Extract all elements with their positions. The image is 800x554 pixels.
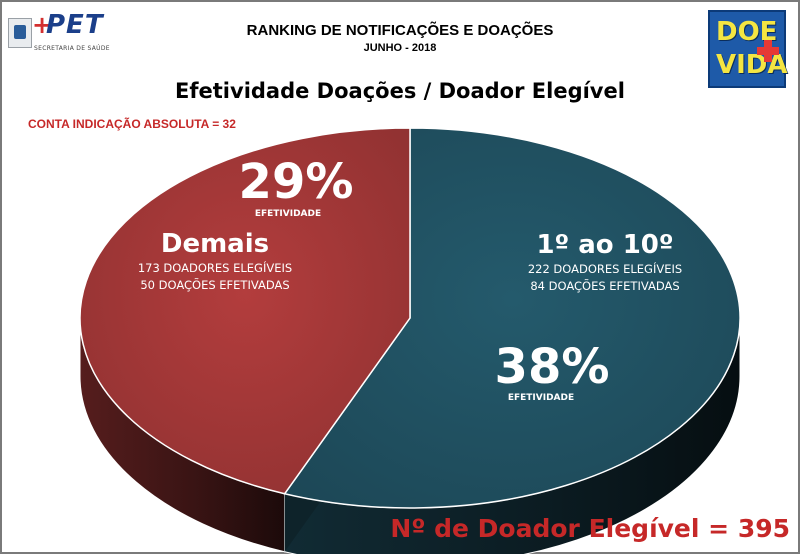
red-cross-icon-bar [757,47,779,55]
slice-percent-top10: 38% [495,339,610,395]
absolute-indication-note: CONTA INDICAÇÃO ABSOLUTA = 32 [28,117,236,131]
slice-caption-demais: EFETIVIDADE [255,209,321,219]
doe-logo-bottom-text: VIDA [716,50,788,80]
slice-label-top10: 1º ao 10º [536,230,673,260]
slice-donations-top10: 84 DOAÇÕES EFETIVADAS [530,278,679,293]
pet-logo-subtext: SECRETARIA DE SAÚDE [34,45,110,52]
chart-title: Efetividade Doações / Doador Elegível [175,79,625,103]
slice-caption-top10: EFETIVIDADE [508,393,574,403]
slice-percent-demais: 29% [239,154,354,210]
slice-donations-demais: 50 DOAÇÕES EFETIVADAS [140,277,289,292]
rio-emblem-icon [8,18,32,48]
pet-logo: + PET SECRETARIA DE SAÚDE [8,10,120,54]
eligible-donor-total: Nº de Doador Elegível = 395 [390,514,790,543]
doe-vida-logo: DOE VIDA [708,10,788,88]
slice-label-demais: Demais [161,229,269,259]
plus-icon: + [32,11,53,39]
slice-eligible-top10: 222 DOADORES ELEGÍVEIS [528,261,682,276]
pie-slice-demais [79,127,411,495]
pie-slice-top10 [283,127,741,509]
report-title: RANKING DE NOTIFICAÇÕES E DOAÇÕES [246,22,554,39]
report-subtitle: JUNHO - 2018 [363,42,437,54]
pet-logo-text: PET [46,10,104,40]
slice-eligible-demais: 173 DOADORES ELEGÍVEIS [138,260,292,275]
